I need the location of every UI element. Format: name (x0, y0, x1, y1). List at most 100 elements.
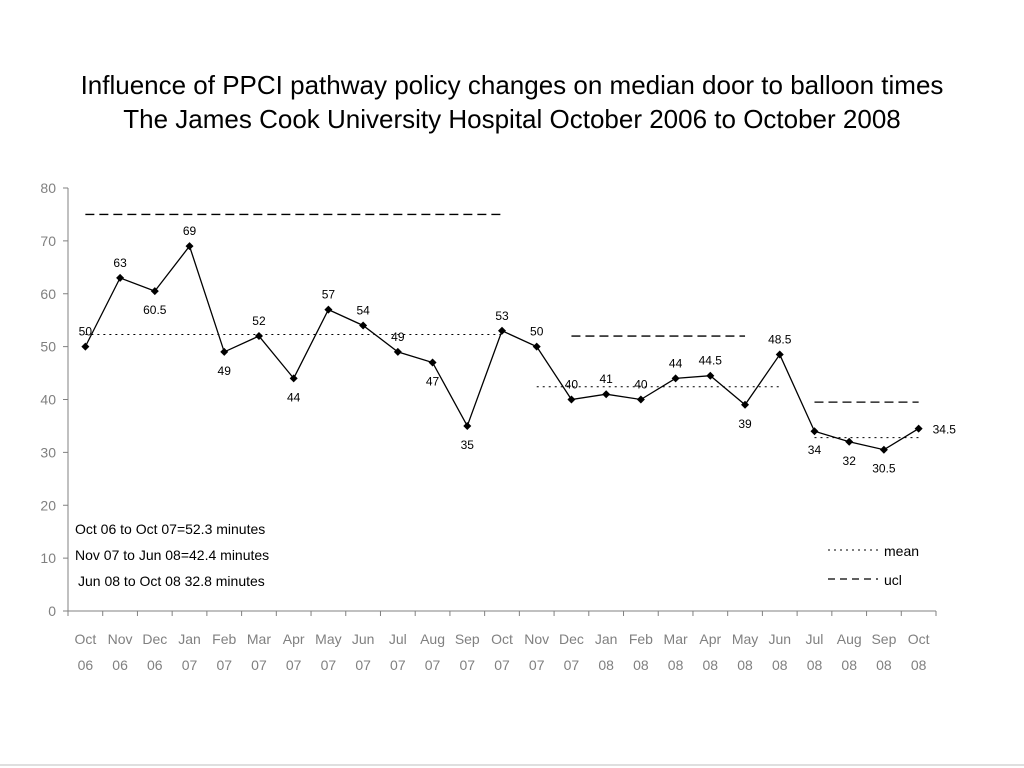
x-tick-label-year: 07 (459, 657, 475, 673)
x-tick-label-year: 06 (78, 657, 94, 673)
x-tick-label-year: 08 (772, 657, 788, 673)
x-tick-label-year: 08 (598, 657, 614, 673)
annotations: Oct 06 to Oct 07=52.3 minutes Nov 07 to … (75, 521, 269, 589)
x-tick-label-month: Dec (142, 631, 167, 647)
data-point-marker (879, 445, 888, 454)
data-label: 50 (530, 325, 544, 339)
x-tick-label-month: Jan (178, 631, 201, 647)
x-tick-label-month: Oct (908, 631, 930, 647)
x-tick-label-month: May (315, 631, 341, 647)
x-tick-label-year: 08 (703, 657, 719, 673)
data-point-marker (602, 390, 611, 399)
data-labels: 50 63 60.5 69 49 52 44 57 54 49 47 35 53 50 40 41 40 44 44… (79, 224, 957, 476)
x-tick-label-year: 07 (494, 657, 510, 673)
x-tick-label-month: Dec (559, 631, 584, 647)
y-tick-label: 0 (48, 603, 56, 619)
data-label: 54 (356, 303, 370, 317)
x-tick-label-month: Jun (352, 631, 375, 647)
x-tick-label-year: 07 (216, 657, 232, 673)
data-label: 44 (287, 390, 301, 404)
data-point-marker (636, 395, 645, 404)
legend-mean-label: mean (884, 543, 919, 559)
data-point-marker (185, 242, 194, 251)
axes: 0 10 20 30 40 50 60 70 80 Oct 06 Nov 06 Dec 06 Jan 07 Feb… (40, 180, 937, 673)
x-tick-label-year: 07 (355, 657, 371, 673)
x-tick-label-year: 07 (425, 657, 441, 673)
legend: mean ucl (828, 543, 919, 588)
x-tick-label-month: Aug (420, 631, 445, 647)
x-tick-label-year: 08 (807, 657, 823, 673)
x-tick-label-month: Mar (664, 631, 688, 647)
data-point-marker (116, 273, 125, 282)
data-point-marker (393, 347, 402, 356)
period-note-3: Jun 08 to Oct 08 32.8 minutes (78, 573, 265, 589)
x-tick-label-year: 08 (841, 657, 857, 673)
data-point-marker (428, 358, 437, 367)
data-point-marker (254, 332, 263, 341)
data-point-marker (914, 424, 923, 433)
data-point-marker (81, 342, 90, 351)
data-series (81, 242, 923, 454)
legend-ucl-label: ucl (884, 572, 902, 588)
data-label: 47 (426, 374, 440, 388)
x-tick-label-month: Sep (455, 631, 480, 647)
x-tick-label-year: 08 (911, 657, 927, 673)
data-point-marker (775, 350, 784, 359)
x-tick-label-month: Jul (389, 631, 407, 647)
x-tick-label-month: Jun (768, 631, 791, 647)
x-tick-label-month: Feb (212, 631, 236, 647)
data-label: 34.5 (933, 423, 957, 437)
x-tick-label-month: Apr (699, 631, 721, 647)
data-point-marker (463, 421, 472, 430)
data-label: 50 (79, 325, 93, 339)
data-label: 69 (183, 224, 197, 238)
data-point-marker (706, 371, 715, 380)
x-tick-label-year: 08 (737, 657, 753, 673)
x-tick-label-month: Sep (871, 631, 896, 647)
y-tick-label: 60 (40, 286, 56, 302)
y-tick-label: 50 (40, 339, 56, 355)
data-point-marker (741, 400, 750, 409)
y-tick-label: 10 (40, 550, 56, 566)
x-tick-label-year: 07 (564, 657, 580, 673)
y-tick-label: 40 (40, 392, 56, 408)
data-label: 53 (495, 309, 509, 323)
data-point-marker (567, 395, 576, 404)
x-tick-label-year: 06 (147, 657, 163, 673)
reference-lines (85, 213, 919, 439)
x-tick-label-month: Oct (491, 631, 513, 647)
period-note-2: Nov 07 to Jun 08=42.4 minutes (75, 547, 269, 563)
x-tick-label-year: 07 (251, 657, 267, 673)
data-point-marker (671, 374, 680, 383)
x-tick-label-year: 07 (182, 657, 198, 673)
data-label: 35 (461, 438, 475, 452)
x-tick-label-year: 08 (876, 657, 892, 673)
data-point-marker (532, 342, 541, 351)
y-tick-label: 80 (40, 180, 56, 196)
data-label: 40 (634, 378, 648, 392)
data-point-marker (220, 347, 229, 356)
data-label: 52 (252, 314, 266, 328)
x-tick-label-year: 08 (633, 657, 649, 673)
data-point-marker (150, 287, 159, 296)
y-tick-label: 30 (40, 444, 56, 460)
x-tick-label-month: Feb (629, 631, 653, 647)
x-tick-label-year: 06 (112, 657, 128, 673)
data-label: 32 (843, 454, 857, 468)
chart-title-line-1: Influence of PPCI pathway policy changes… (81, 70, 944, 100)
x-tick-label-month: Mar (247, 631, 271, 647)
x-tick-label-month: Jul (806, 631, 824, 647)
x-tick-label-year: 07 (321, 657, 337, 673)
data-label: 49 (218, 364, 232, 378)
x-tick-label-year: 07 (529, 657, 545, 673)
x-tick-label-month: Nov (108, 631, 133, 647)
data-label: 44.5 (699, 354, 723, 368)
data-point-marker (810, 427, 819, 436)
data-point-marker (845, 437, 854, 446)
data-label: 41 (599, 372, 613, 386)
period-note-1: Oct 06 to Oct 07=52.3 minutes (75, 521, 265, 537)
data-label: 39 (738, 417, 752, 431)
data-label: 63 (113, 256, 127, 270)
y-tick-label: 70 (40, 233, 56, 249)
